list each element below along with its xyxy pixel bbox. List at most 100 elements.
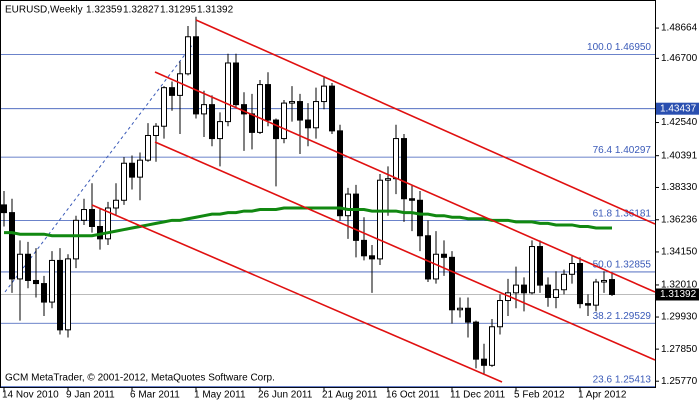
- candle-body: [553, 289, 559, 298]
- candle-body: [297, 101, 303, 121]
- candle-body: [353, 193, 359, 241]
- x-tick-label: 11 Dec 2011: [450, 390, 506, 401]
- candle-body: [273, 119, 279, 140]
- candle-body: [561, 273, 567, 291]
- y-tick-label: 1.25770: [661, 376, 698, 387]
- candle-body: [433, 253, 439, 280]
- candle-body: [9, 212, 15, 280]
- candle-body: [401, 138, 407, 200]
- candle-body: [257, 84, 263, 133]
- plot-frame: [0, 0, 656, 388]
- x-tick-label: 14 Nov 2010: [2, 390, 59, 401]
- symbol: EURUSD,Weekly: [5, 5, 83, 16]
- x-tick-label: 1 Apr 2012: [578, 390, 627, 401]
- price-box: [656, 102, 699, 115]
- last-close: 1.31392: [197, 5, 234, 16]
- candle-body: [417, 199, 423, 237]
- candle-body: [481, 358, 487, 366]
- candle-body: [17, 253, 23, 280]
- y-tick-label: 1.40391: [661, 150, 698, 161]
- candle-body: [361, 239, 367, 257]
- candle-body: [281, 102, 287, 140]
- candle-body: [225, 62, 231, 123]
- candle-body: [385, 178, 391, 181]
- candle-body: [425, 235, 431, 280]
- x-tick-label: 26 Jun 2011: [258, 390, 313, 401]
- candle-body: [113, 199, 119, 209]
- candle-body: [289, 101, 295, 104]
- copyright: GCM MetaTrader, © 2001-2012, MetaQuotes …: [5, 373, 275, 384]
- candle-body: [153, 125, 159, 136]
- candle-body: [209, 104, 215, 140]
- candle-body: [601, 279, 607, 283]
- trend-line: [154, 71, 656, 293]
- candle-body: [73, 219, 79, 260]
- candle-body: [65, 258, 71, 331]
- candle-body: [105, 207, 111, 240]
- candle-body: [337, 130, 343, 217]
- candle-body: [497, 300, 503, 328]
- candle-body: [145, 134, 151, 161]
- candle-body: [457, 307, 463, 311]
- candle-body: [137, 159, 143, 178]
- candle-body: [529, 246, 535, 294]
- x-tick-label: 21 Aug 2011: [322, 390, 378, 401]
- trend-line: [91, 204, 503, 383]
- x-tick-label: 16 Oct 2011: [386, 390, 440, 401]
- candle-body: [569, 263, 575, 275]
- fibo-label: 61.8 1.36181: [593, 208, 652, 219]
- candle-body: [41, 283, 47, 303]
- candle-body: [537, 246, 543, 286]
- candle-body: [473, 321, 479, 360]
- candle-body: [81, 209, 87, 221]
- candle-body: [369, 255, 375, 260]
- y-tick-label: 1.27850: [661, 344, 698, 355]
- candle-body: [33, 279, 39, 285]
- last-low: 1.31295: [160, 5, 197, 16]
- fibo-label: 50.0 1.32855: [593, 260, 652, 271]
- candle-body: [233, 62, 239, 106]
- candle-body: [121, 162, 127, 201]
- last-high: 1.32827: [123, 5, 160, 16]
- candle-body: [1, 204, 7, 214]
- last-open: 1.32359: [86, 5, 123, 16]
- candle-body: [377, 179, 383, 260]
- current-price-box: [656, 288, 699, 301]
- candle-body: [409, 198, 415, 201]
- candle-body: [577, 263, 583, 305]
- candle-body: [329, 85, 335, 132]
- fibo-label: 76.4 1.40297: [593, 145, 652, 156]
- candle-body: [321, 85, 327, 103]
- x-tick-label: 1 May 2011: [194, 390, 246, 401]
- candle-body: [201, 104, 207, 115]
- candle-body: [593, 281, 599, 306]
- y-tick-label: 1.42540: [661, 117, 698, 128]
- y-tick-label: 1.48664: [661, 23, 698, 34]
- trend-line: [195, 19, 656, 225]
- y-tick-label: 1.36236: [661, 214, 698, 225]
- candle-body: [57, 259, 63, 331]
- x-tick-label: 9 Jan 2011: [66, 390, 115, 401]
- candle-body: [249, 113, 255, 133]
- fibo-label: 100.0 1.46950: [587, 42, 651, 53]
- candle-body: [193, 36, 199, 115]
- candle-body: [185, 36, 191, 75]
- y-tick-label: 1.46700: [661, 53, 698, 64]
- x-tick-label: 6 Mar 2011: [130, 390, 180, 401]
- trend-channel: [91, 19, 656, 383]
- candle-body: [169, 87, 175, 96]
- candle-body: [345, 193, 351, 217]
- fibo-label: 23.6 1.25413: [593, 374, 652, 385]
- candle-body: [313, 101, 319, 129]
- candle-body: [545, 284, 551, 298]
- candle-body: [521, 284, 527, 294]
- candles: [1, 16, 615, 375]
- price-box-label: 1.43437: [660, 103, 697, 114]
- candle-body: [585, 303, 591, 306]
- y-tick-label: 1.29930: [661, 312, 698, 323]
- y-tick-label: 1.34150: [661, 247, 698, 258]
- x-tick-label: 5 Feb 2012: [514, 390, 565, 401]
- candle-body: [161, 87, 167, 127]
- candle-body: [25, 253, 31, 281]
